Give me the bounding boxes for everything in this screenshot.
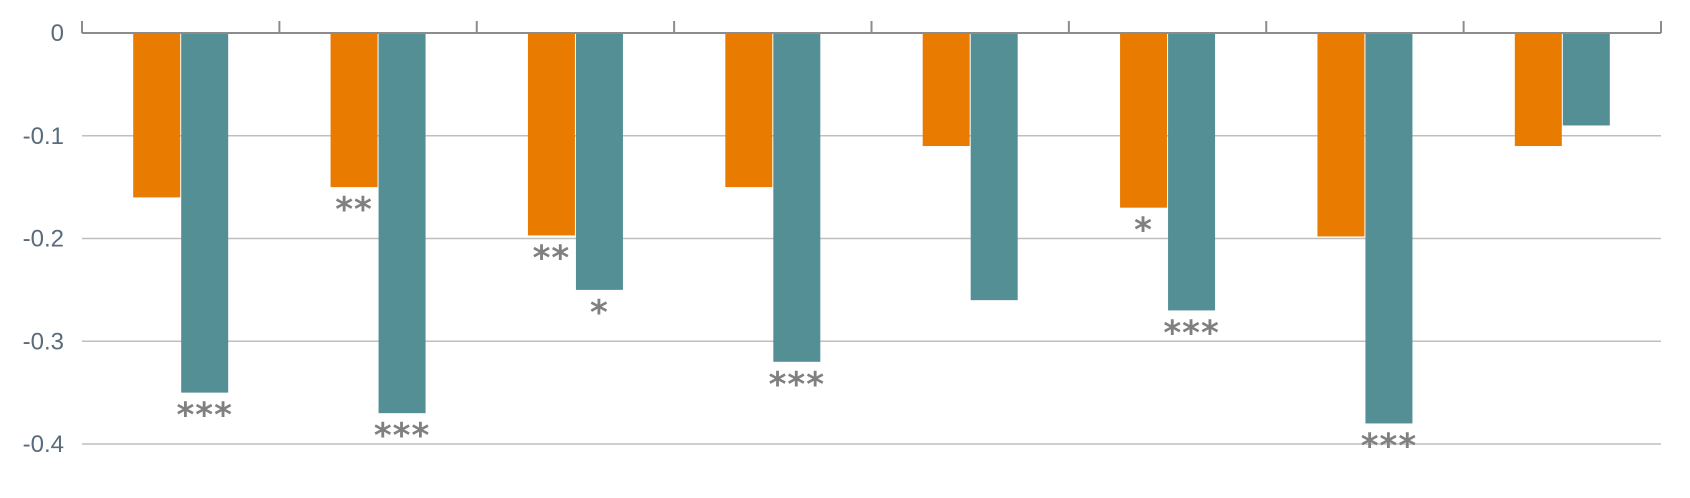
bar-series1-cat8 (1514, 33, 1562, 147)
y-tick-labels: 0 -0.1 -0.2 -0.3 -0.4 (23, 20, 64, 458)
significance-label: * (590, 293, 609, 333)
significance-label: *** (177, 396, 233, 436)
bar-series1-cat3 (527, 33, 575, 236)
x-axis (81, 21, 1662, 34)
y-tick-label: -0.3 (23, 328, 64, 355)
bar-series1-cat2 (330, 33, 378, 188)
bar-series1-cat4 (725, 33, 773, 188)
y-tick-label: 0 (51, 20, 64, 47)
y-tick-label: -0.2 (23, 226, 64, 253)
bar-series2-cat5 (970, 33, 1018, 301)
bar-series2-cat3 (575, 33, 623, 290)
bar-series2-cat1 (181, 33, 229, 393)
bar-series2-cat4 (773, 33, 821, 362)
significance-label: ** (533, 238, 571, 278)
significance-label: *** (1163, 313, 1219, 353)
significance-label: *** (769, 365, 825, 405)
bar-series2-cat2 (378, 33, 426, 414)
significance-label: ** (335, 190, 373, 230)
significance-label: *** (374, 416, 430, 456)
bar-series2-cat6 (1168, 33, 1216, 311)
bar-series1-cat7 (1317, 33, 1365, 237)
grid-lines (82, 135, 1661, 445)
significance-label: *** (1361, 426, 1417, 466)
y-tick-label: -0.1 (23, 123, 64, 150)
bars (133, 33, 1610, 424)
bar-series1-cat1 (133, 33, 181, 198)
y-tick-label: -0.4 (23, 431, 64, 458)
significance-labels: ********************* (177, 190, 1417, 466)
significance-label: * (1134, 211, 1153, 251)
bar-series1-cat5 (922, 33, 970, 147)
bar-series1-cat6 (1120, 33, 1168, 208)
bar-series2-cat8 (1562, 33, 1610, 126)
bar-series2-cat7 (1365, 33, 1413, 424)
